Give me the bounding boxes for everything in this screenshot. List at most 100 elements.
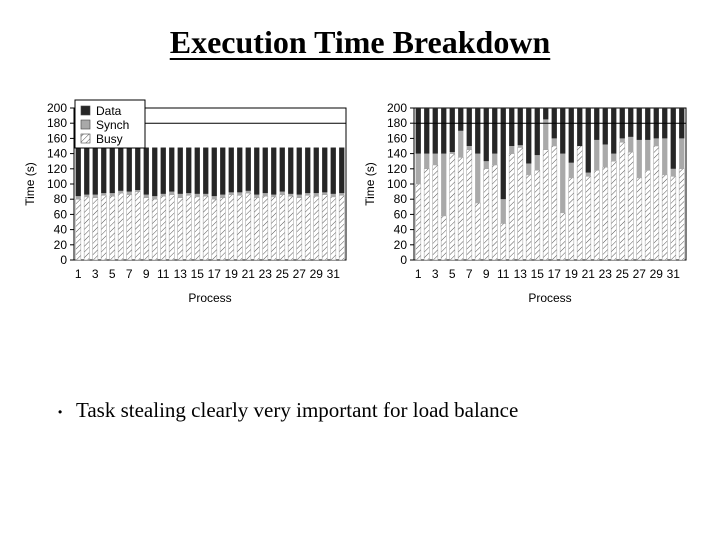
bar-busy: [219, 197, 226, 261]
bar-synch: [118, 190, 124, 194]
bar-synch: [126, 191, 132, 195]
x-tick-label: 9: [483, 267, 490, 281]
x-tick-label: 21: [582, 267, 596, 281]
bar-data: [254, 147, 260, 195]
bar-data: [75, 147, 81, 197]
bar-data: [432, 108, 438, 154]
bar-data: [560, 108, 566, 154]
bar-busy: [109, 195, 116, 261]
y-tick-label: 140: [387, 147, 407, 161]
bar-data: [262, 147, 268, 194]
bar-synch: [509, 146, 515, 154]
x-tick-label: 5: [449, 267, 456, 281]
bar-busy: [313, 195, 320, 261]
x-tick-label: 1: [415, 267, 422, 281]
bullet-text: Task stealing clearly very important for…: [76, 398, 519, 422]
bar-synch: [534, 155, 540, 171]
bar-data: [500, 108, 506, 200]
bar-data: [466, 108, 472, 146]
bar-data: [424, 108, 430, 154]
bar-busy: [525, 174, 532, 261]
x-tick-label: 25: [616, 267, 630, 281]
y-tick-label: 60: [394, 207, 408, 221]
bar-synch: [92, 194, 98, 198]
bar-data: [288, 147, 294, 194]
bar-busy: [636, 177, 643, 261]
bar-busy: [168, 194, 175, 261]
y-tick-label: 80: [54, 192, 68, 206]
bar-busy: [126, 194, 133, 261]
bar-synch: [492, 153, 498, 165]
bar-data: [101, 147, 107, 194]
bar-synch: [245, 190, 251, 194]
bar-data: [602, 108, 608, 145]
y-tick-label: 40: [54, 223, 68, 237]
x-tick-label: 23: [259, 267, 273, 281]
x-axis-label: Process: [528, 291, 571, 305]
bar-synch: [296, 194, 302, 198]
x-tick-label: 13: [514, 267, 528, 281]
x-tick-label: 17: [208, 267, 222, 281]
slide-title: Execution Time Breakdown: [169, 24, 551, 60]
bar-data: [313, 147, 319, 194]
bar-busy: [279, 194, 286, 261]
y-tick-label: 80: [394, 192, 408, 206]
bar-busy: [602, 167, 609, 261]
bar-busy: [568, 177, 575, 261]
bar-busy: [245, 192, 252, 261]
x-tick-label: 29: [650, 267, 664, 281]
bar-synch: [143, 194, 149, 198]
bar-data: [577, 108, 583, 146]
bar-busy: [678, 168, 685, 261]
x-tick-label: 21: [242, 267, 256, 281]
bar-synch: [679, 138, 685, 169]
bar-synch: [645, 139, 651, 171]
bar-data: [322, 147, 328, 193]
bar-data: [526, 108, 532, 164]
bar-data: [135, 147, 141, 191]
bar-data: [194, 147, 200, 194]
bar-busy: [644, 170, 651, 261]
bar-synch: [177, 193, 183, 198]
bar-data: [237, 147, 243, 193]
bar-synch: [568, 162, 574, 178]
bar-synch: [653, 138, 659, 146]
y-tick-label: 40: [394, 223, 408, 237]
bar-data: [670, 108, 676, 169]
bar-data: [645, 108, 651, 140]
bar-synch: [152, 196, 158, 200]
bar-busy: [449, 153, 456, 261]
bar-data: [118, 147, 124, 191]
y-tick-label: 160: [387, 131, 407, 145]
bar-synch: [228, 192, 234, 195]
bar-synch: [662, 138, 668, 175]
bar-busy: [262, 195, 269, 261]
bar-busy: [483, 168, 490, 261]
bar-busy: [415, 183, 422, 261]
x-tick-label: 7: [466, 267, 473, 281]
y-tick-label: 0: [400, 253, 407, 267]
bar-synch: [424, 153, 430, 169]
x-tick-label: 23: [599, 267, 613, 281]
bar-data: [415, 108, 421, 154]
bar-busy: [211, 198, 218, 261]
bar-synch: [458, 130, 464, 158]
bar-synch: [305, 193, 311, 196]
bar-busy: [287, 195, 294, 261]
bar-synch: [611, 153, 617, 162]
y-tick-label: 120: [387, 162, 407, 176]
bar-data: [211, 147, 217, 197]
bar-synch: [194, 193, 200, 197]
x-tick-label: 13: [174, 267, 188, 281]
bar-data: [279, 147, 285, 192]
bullet-item: • Task stealing clearly very important fo…: [58, 398, 698, 423]
bar-synch: [636, 139, 642, 178]
bar-synch: [237, 192, 243, 196]
bar-data: [534, 108, 540, 156]
bar-synch: [628, 136, 634, 153]
y-axis-label: Time (s): [23, 162, 37, 206]
bar-data: [628, 108, 634, 137]
bar-data: [84, 147, 90, 195]
